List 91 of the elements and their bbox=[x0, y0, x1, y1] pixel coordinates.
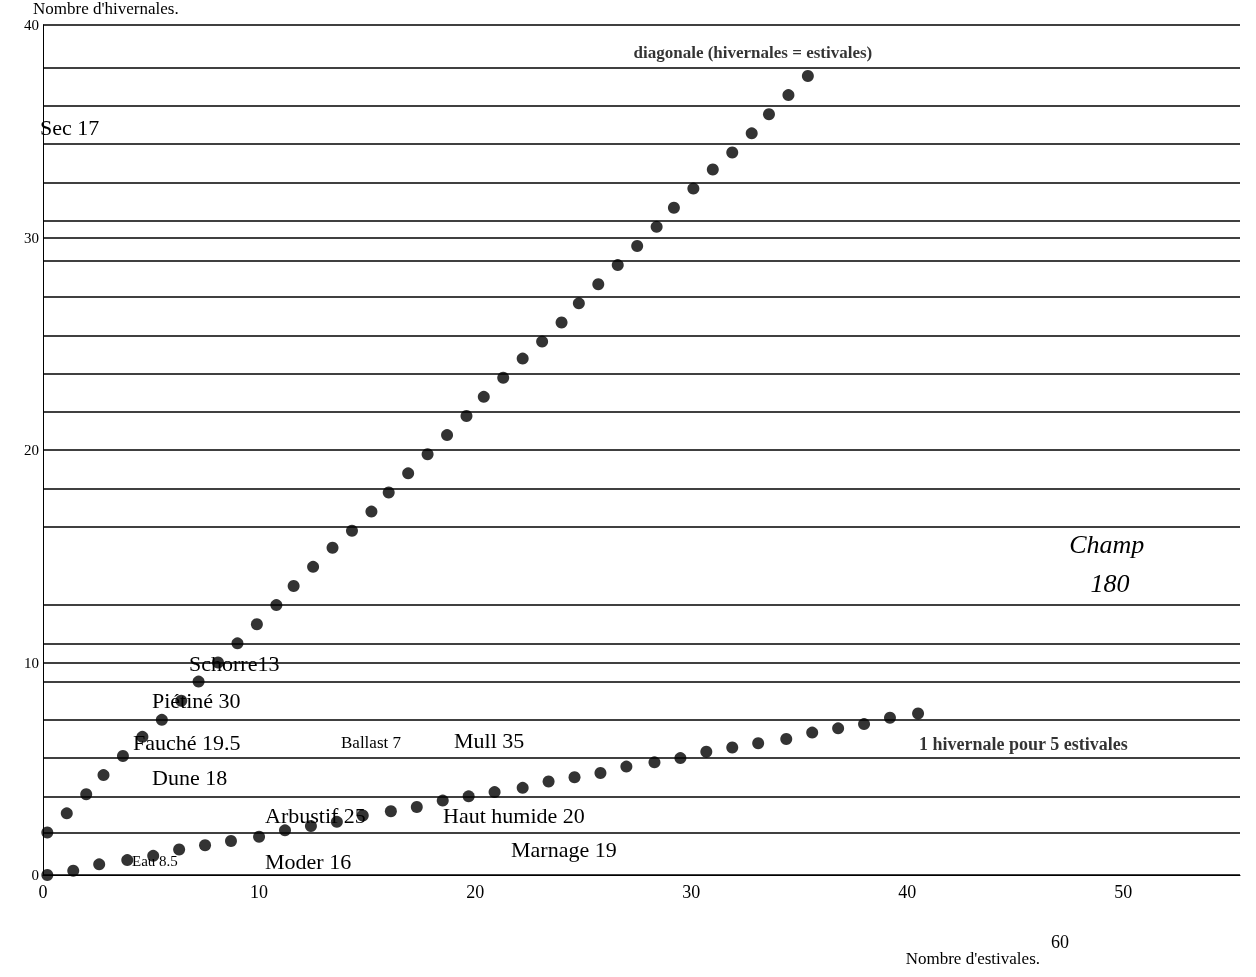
y-tick-label: 30 bbox=[24, 229, 39, 246]
annotation: Ballast 7 bbox=[341, 732, 402, 752]
point bbox=[568, 771, 581, 784]
point bbox=[832, 722, 845, 735]
annotation: Eau 8.5 bbox=[132, 853, 178, 869]
point bbox=[592, 278, 605, 291]
point bbox=[912, 707, 925, 720]
point bbox=[650, 220, 663, 233]
point bbox=[421, 448, 434, 461]
point bbox=[667, 201, 680, 214]
point bbox=[436, 794, 449, 807]
x-tick-label: 50 bbox=[1114, 882, 1133, 902]
text: diagonale (hivernales = estivales) bbox=[633, 43, 873, 62]
point bbox=[555, 316, 568, 329]
point bbox=[279, 824, 291, 837]
point bbox=[67, 864, 80, 877]
point bbox=[307, 560, 320, 573]
point bbox=[648, 756, 661, 769]
point bbox=[384, 805, 397, 818]
point bbox=[97, 769, 110, 782]
point bbox=[752, 737, 765, 750]
point bbox=[253, 830, 266, 843]
y-tick-label: 40 bbox=[24, 17, 39, 33]
point bbox=[497, 371, 510, 384]
point bbox=[224, 835, 237, 847]
point bbox=[345, 524, 358, 537]
point bbox=[674, 752, 687, 765]
point bbox=[477, 390, 490, 403]
point bbox=[806, 726, 819, 739]
point bbox=[700, 745, 713, 758]
point bbox=[782, 89, 795, 102]
point bbox=[631, 240, 644, 252]
annotation: Mull 35 bbox=[454, 727, 525, 753]
point bbox=[706, 163, 719, 176]
point bbox=[41, 869, 54, 881]
point bbox=[460, 410, 473, 422]
point bbox=[594, 767, 607, 779]
point bbox=[611, 259, 624, 272]
point bbox=[192, 675, 205, 688]
point bbox=[516, 352, 529, 365]
point bbox=[462, 790, 475, 803]
point bbox=[687, 182, 700, 195]
annotation: Marnage 19 bbox=[511, 836, 617, 862]
point bbox=[270, 599, 283, 612]
annotation: Moder 16 bbox=[265, 848, 352, 874]
point bbox=[488, 786, 501, 799]
point bbox=[780, 733, 793, 745]
point bbox=[620, 760, 633, 773]
point bbox=[536, 335, 549, 348]
annotation: Fauché 19.5 bbox=[133, 729, 241, 755]
y-tick-label: 0 bbox=[31, 867, 39, 883]
point bbox=[762, 108, 775, 121]
y-tick-label: 10 bbox=[24, 654, 39, 671]
point bbox=[542, 775, 555, 788]
point bbox=[80, 788, 93, 801]
point bbox=[410, 801, 423, 813]
point bbox=[745, 127, 758, 140]
point bbox=[155, 713, 168, 726]
y-axis-title: Nombre d'hivernales. bbox=[33, 0, 179, 18]
point bbox=[883, 711, 896, 724]
annotation: Haut humide 20 bbox=[443, 802, 585, 828]
point bbox=[326, 541, 339, 554]
y-tick-label: 20 bbox=[24, 442, 39, 458]
series-label: 1 hivernale pour 5 estivales bbox=[919, 733, 1128, 754]
x-tick-label: 40 bbox=[898, 882, 917, 902]
point bbox=[93, 858, 106, 871]
x-tick-label: 10 bbox=[250, 882, 269, 902]
point bbox=[287, 580, 300, 592]
point bbox=[41, 826, 54, 839]
point bbox=[801, 70, 814, 82]
annotation: Champ 180 bbox=[1069, 530, 1151, 598]
point bbox=[250, 618, 263, 631]
point bbox=[516, 781, 529, 794]
point bbox=[572, 297, 585, 310]
x-tick-label: 20 bbox=[466, 882, 485, 902]
x-axis-title: Nombre d'estivales. bbox=[905, 949, 1040, 968]
point bbox=[441, 429, 454, 442]
point bbox=[726, 741, 739, 754]
point bbox=[382, 486, 395, 499]
point bbox=[173, 843, 186, 856]
point bbox=[365, 505, 378, 518]
text: 60 bbox=[1051, 932, 1069, 952]
point bbox=[402, 467, 415, 480]
point bbox=[116, 750, 129, 762]
annotation: Dune 18 bbox=[152, 764, 228, 790]
point bbox=[858, 718, 871, 731]
point bbox=[60, 807, 73, 820]
x-tick-label: 30 bbox=[682, 882, 701, 902]
point bbox=[231, 637, 244, 650]
point bbox=[199, 839, 212, 852]
point bbox=[726, 146, 739, 159]
